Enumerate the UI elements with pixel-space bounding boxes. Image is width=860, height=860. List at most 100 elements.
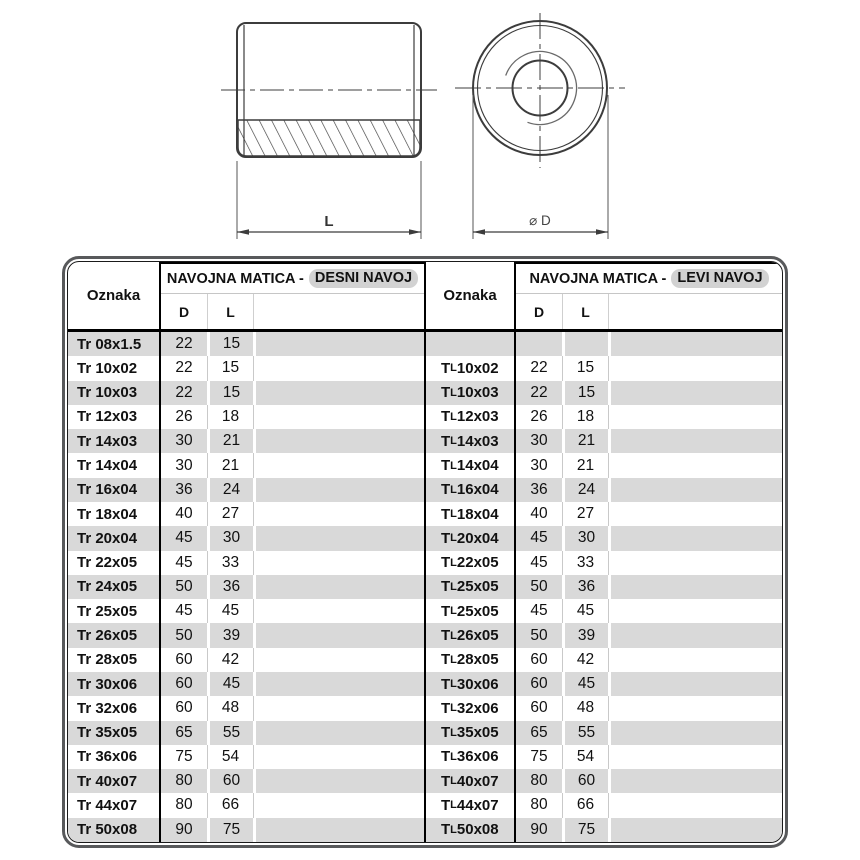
l-value-cell: 75	[207, 817, 253, 842]
d-value-cell: 80	[530, 796, 548, 814]
spacer-cell	[608, 696, 782, 721]
d-value-cell: 80	[175, 796, 193, 814]
spacer-cell	[608, 380, 782, 405]
oznaka-cell: Tr 20x04	[68, 526, 161, 551]
d-value-cell: 30	[530, 456, 548, 474]
spacer-cell	[608, 671, 782, 697]
l-value-cell: 75	[562, 817, 608, 842]
col-header-d: D	[533, 303, 545, 320]
spacer-cell	[253, 817, 424, 842]
d-value-cell: 60	[175, 650, 193, 668]
l-value-cell: 55	[207, 720, 253, 745]
table-row: Tr 26x05 50 39 T L 26x05 50 39	[68, 623, 782, 648]
d-value-cell: 22	[175, 335, 193, 353]
oznaka-cell: Tr 30x06	[68, 671, 161, 697]
l-value-cell: 21	[562, 453, 608, 478]
spacer-cell	[253, 404, 424, 430]
l-value-cell: 21	[562, 429, 608, 454]
spacer-cell	[608, 453, 782, 478]
dimension-D: ⌀ D	[472, 95, 609, 239]
l-value-cell: 21	[207, 453, 253, 478]
oznaka-cell: Tr 50x08	[68, 817, 161, 842]
d-value-cell: 45	[175, 553, 193, 571]
spacer-cell	[608, 550, 782, 575]
oznaka-cell: Tr 12x03	[68, 404, 161, 430]
d-value-cell: 45	[530, 529, 548, 547]
l-value-cell: 60	[207, 769, 253, 794]
arrow-left	[473, 229, 485, 235]
oznaka-cell: Tr 14x04	[68, 453, 161, 478]
spacer-cell	[253, 720, 424, 745]
spacer-cell	[253, 671, 424, 697]
oznaka-cell: Tr 14x03	[68, 429, 161, 454]
d-value-cell: 45	[530, 553, 548, 571]
d-value-cell: 45	[530, 602, 548, 620]
thread-hatch-band	[237, 119, 421, 157]
d-value-cell: 45	[175, 529, 193, 547]
oznaka-cell: Tr 18x04	[68, 501, 161, 527]
spacer-cell	[253, 696, 424, 721]
spacer-cell	[253, 332, 424, 357]
d-value-cell: 75	[530, 747, 548, 765]
spacer-cell	[253, 477, 424, 502]
l-value-cell: 66	[207, 793, 253, 818]
spacer-cell	[608, 574, 782, 600]
d-value-cell: 22	[530, 359, 548, 377]
l-value-cell: 60	[562, 769, 608, 794]
d-value-cell: 26	[530, 407, 548, 425]
spacer-cell	[608, 332, 782, 357]
table-row: Tr 14x03 30 21 T L 14x03 30 21	[68, 429, 782, 454]
table-row: Tr 10x02 22 15 T L 10x02 22 15	[68, 356, 782, 381]
l-value-cell: 33	[562, 550, 608, 575]
spacer-cell	[608, 429, 782, 454]
table-row: Tr 30x06 60 45 T L 30x06 60 45	[68, 671, 782, 697]
l-value-cell: 21	[207, 429, 253, 454]
table-row: Tr 16x04 36 24 T L 16x04 36 24	[68, 477, 782, 502]
l-value-cell: 30	[562, 526, 608, 551]
table-row: Tr 14x04 30 21 T L 14x04 30 21	[68, 453, 782, 478]
l-value-cell: 42	[562, 647, 608, 672]
d-value-cell: 45	[175, 602, 193, 620]
table-row: Tr 32x06 60 48 T L 32x06 60 48	[68, 696, 782, 721]
dim-label-L: L	[324, 213, 333, 230]
d-value-cell: 50	[175, 626, 193, 644]
l-value-cell: 15	[207, 356, 253, 381]
l-value-cell: 54	[562, 744, 608, 770]
table-row: Tr 35x05 65 55 T L 35x05 65 55	[68, 720, 782, 745]
table-row: Tr 50x08 90 75 T L 50x08 90 75	[68, 817, 782, 842]
table-row: Tr 08x1.5 22 15	[68, 332, 782, 357]
right-thread-header-group: NAVOJNA MATICA - DESNI NAVOJ D L	[161, 262, 424, 329]
l-value-cell: 18	[562, 404, 608, 430]
front-view-drawing	[455, 13, 625, 168]
oznaka-cell: Tr 24x05	[68, 574, 161, 600]
l-value-cell: 39	[562, 623, 608, 648]
oznaka-cell: Tr 36x06	[68, 744, 161, 770]
l-value-cell: 15	[562, 356, 608, 381]
spacer-cell	[253, 380, 424, 405]
d-value-cell: 22	[530, 383, 548, 401]
oznaka-header-right: Oznaka	[424, 262, 516, 329]
title-levi-navoj: NAVOJNA MATICA - LEVI NAVOJ	[516, 262, 782, 294]
l-value-cell: 42	[207, 647, 253, 672]
l-value-cell: 45	[562, 671, 608, 697]
l-value-cell: 33	[207, 550, 253, 575]
title-prefix: NAVOJNA MATICA -	[529, 270, 667, 287]
spacer-cell	[253, 453, 424, 478]
spacer-cell	[608, 501, 782, 527]
l-value-cell: 36	[207, 574, 253, 600]
l-value-cell: 45	[207, 599, 253, 624]
l-value-cell: 66	[562, 793, 608, 818]
spacer-cell	[608, 477, 782, 502]
spacer-cell	[253, 526, 424, 551]
oznaka-cell: Tr 28x05	[68, 647, 161, 672]
